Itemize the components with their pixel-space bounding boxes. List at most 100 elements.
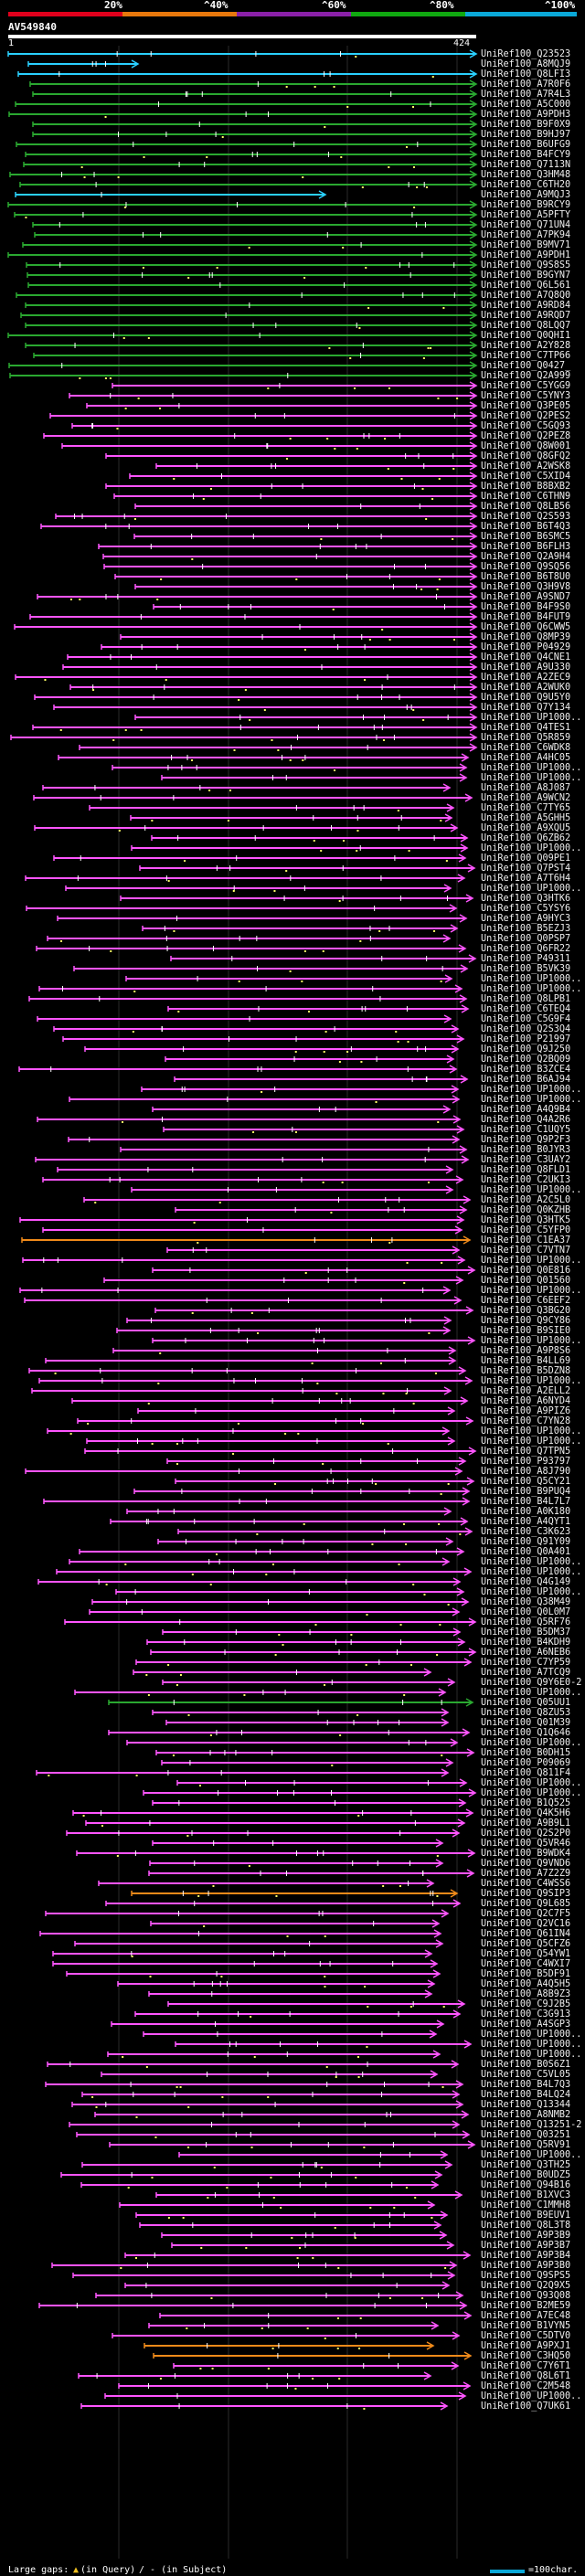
hit-label[interactable]: UniRef100_C3HQ50 <box>481 2351 571 2361</box>
hit-label[interactable]: UniRef100_A2ELL2 <box>481 1386 571 1396</box>
hit-label[interactable]: UniRef100_Q6ZB62 <box>481 833 571 843</box>
hit-label[interactable]: UniRef100_A9U330 <box>481 663 571 673</box>
hit-row[interactable] <box>129 472 478 481</box>
hit-label[interactable]: UniRef100_Q54YW1 <box>481 1949 571 1959</box>
hit-row[interactable] <box>91 1597 470 1606</box>
hit-row[interactable] <box>103 1276 464 1285</box>
hit-row[interactable] <box>71 1396 469 1405</box>
hit-row[interactable] <box>115 1587 465 1596</box>
hit-label[interactable]: UniRef100_B5DF91 <box>481 1969 571 1979</box>
hit-label[interactable]: UniRef100_A9B9L1 <box>481 1818 571 1829</box>
hit-row[interactable] <box>155 2190 463 2200</box>
hit-row[interactable] <box>19 1215 465 1224</box>
hit-row[interactable] <box>78 2371 432 2380</box>
hit-row[interactable] <box>161 1758 454 1767</box>
hit-row[interactable] <box>26 904 458 913</box>
hit-label[interactable]: UniRef100_B2ME59 <box>481 2301 571 2311</box>
hit-label[interactable]: UniRef100_Q0QHI1 <box>481 331 571 341</box>
hit-row[interactable] <box>25 341 478 350</box>
hit-row[interactable] <box>58 753 470 762</box>
hit-row[interactable] <box>39 1929 442 1938</box>
hit-label[interactable]: UniRef100_Q3TH25 <box>481 2160 571 2170</box>
hit-label[interactable]: UniRef100_B4FCY9 <box>481 150 571 160</box>
hit-label[interactable]: UniRef100_B0S6Z1 <box>481 2060 571 2070</box>
hit-row[interactable] <box>47 934 452 943</box>
hit-label[interactable]: UniRef100_Q2PES2 <box>481 411 571 421</box>
hit-label[interactable]: UniRef100_A9P3B0 <box>481 2261 571 2271</box>
hit-label[interactable]: UniRef100_Q2BQ09 <box>481 1055 571 1065</box>
hit-label[interactable]: UniRef100_UP1000.. <box>481 1436 582 1447</box>
hit-row[interactable] <box>72 1808 474 1818</box>
hit-label[interactable]: UniRef100_A9WCN2 <box>481 793 571 803</box>
hit-label[interactable]: UniRef100_A4SGP3 <box>481 2019 571 2030</box>
hit-row[interactable] <box>7 49 478 58</box>
hit-label[interactable]: UniRef100_UP1000.. <box>481 1185 582 1195</box>
hit-row[interactable] <box>53 1024 460 1034</box>
hit-row[interactable] <box>120 1145 468 1154</box>
hit-label[interactable]: UniRef100_Q8LFI3 <box>481 69 571 80</box>
hit-label[interactable]: UniRef100_Q2VC16 <box>481 1919 571 1929</box>
hit-label[interactable]: UniRef100_B4L7Q3 <box>481 2080 571 2090</box>
hit-row[interactable] <box>153 602 478 611</box>
hit-label[interactable]: UniRef100_B0JYR3 <box>481 1145 571 1155</box>
hit-label[interactable]: UniRef100_UP1000.. <box>481 1738 582 1748</box>
hit-label[interactable]: UniRef100_C4WSS6 <box>481 1879 571 1889</box>
hit-row[interactable] <box>37 1577 462 1586</box>
hit-label[interactable]: UniRef100_C7VTN7 <box>481 1246 571 1256</box>
hit-row[interactable] <box>79 1547 465 1556</box>
hit-row[interactable] <box>155 1748 475 1757</box>
hit-label[interactable]: UniRef100_C5YFP0 <box>481 1225 571 1235</box>
hit-label[interactable]: UniRef100_Q5RF76 <box>481 1617 571 1627</box>
hit-row[interactable] <box>79 743 478 752</box>
hit-row[interactable] <box>25 1467 463 1476</box>
hit-row[interactable] <box>105 482 478 491</box>
hit-row[interactable] <box>146 1638 466 1647</box>
hit-label[interactable]: UniRef100_C7Y6T1 <box>481 2361 571 2371</box>
hit-row[interactable] <box>28 994 468 1003</box>
hit-row[interactable] <box>126 1507 452 1516</box>
hit-row[interactable] <box>176 1778 468 1787</box>
hit-label[interactable]: UniRef100_A9PIZ6 <box>481 1406 571 1416</box>
hit-row[interactable] <box>34 823 459 832</box>
hit-row[interactable] <box>42 1175 464 1184</box>
hit-label[interactable]: UniRef100_Q01M39 <box>481 1718 571 1728</box>
hit-row[interactable] <box>56 1567 473 1576</box>
hit-row[interactable] <box>69 683 478 692</box>
hit-label[interactable]: UniRef100_C2UKI3 <box>481 1175 571 1185</box>
hit-row[interactable] <box>150 1648 477 1657</box>
hit-label[interactable]: UniRef100_Q4G149 <box>481 1577 571 1587</box>
hit-row[interactable] <box>38 1376 473 1385</box>
hit-label[interactable]: UniRef100_UP1000.. <box>481 2150 582 2160</box>
hit-label[interactable]: UniRef100_P09069 <box>481 1758 571 1768</box>
hit-row[interactable] <box>98 1879 435 1888</box>
hit-label[interactable]: UniRef100_B4FUT9 <box>481 612 571 622</box>
hit-label[interactable]: UniRef100_P04929 <box>481 642 571 652</box>
hit-row[interactable] <box>38 984 463 993</box>
hit-row[interactable] <box>15 190 327 199</box>
hit-label[interactable]: UniRef100_A7R0F6 <box>481 80 571 90</box>
hit-row[interactable] <box>67 652 478 662</box>
hit-row[interactable] <box>34 230 478 239</box>
hit-row[interactable] <box>152 1708 450 1717</box>
hit-row[interactable] <box>68 1135 461 1144</box>
hit-label[interactable]: UniRef100_A9P8S6 <box>481 1346 571 1356</box>
hit-row[interactable] <box>62 663 478 672</box>
hit-label[interactable]: UniRef100_A9HYC3 <box>481 914 571 924</box>
hit-row[interactable] <box>178 2150 449 2159</box>
hit-row[interactable] <box>163 1125 465 1134</box>
hit-row[interactable] <box>107 2050 441 2059</box>
hit-label[interactable]: UniRef100_C6THN9 <box>481 492 571 502</box>
hit-label[interactable]: UniRef100_A2Y828 <box>481 341 571 351</box>
hit-label[interactable]: UniRef100_A9PXJ1 <box>481 2341 571 2351</box>
hit-label[interactable]: UniRef100_B1VYN5 <box>481 2321 571 2331</box>
hit-label[interactable]: UniRef100_A7R4L3 <box>481 90 571 100</box>
hit-label[interactable]: UniRef100_A9PDH1 <box>481 250 571 260</box>
hit-row[interactable] <box>74 1688 447 1697</box>
hit-row[interactable] <box>27 59 140 69</box>
hit-label[interactable]: UniRef100_Q9L685 <box>481 1899 571 1909</box>
hit-row[interactable] <box>89 1607 461 1617</box>
hit-row[interactable] <box>16 291 478 300</box>
hit-label[interactable]: UniRef100_B6SMC5 <box>481 532 571 542</box>
hit-row[interactable] <box>134 502 478 511</box>
hit-row[interactable] <box>117 1979 436 1988</box>
